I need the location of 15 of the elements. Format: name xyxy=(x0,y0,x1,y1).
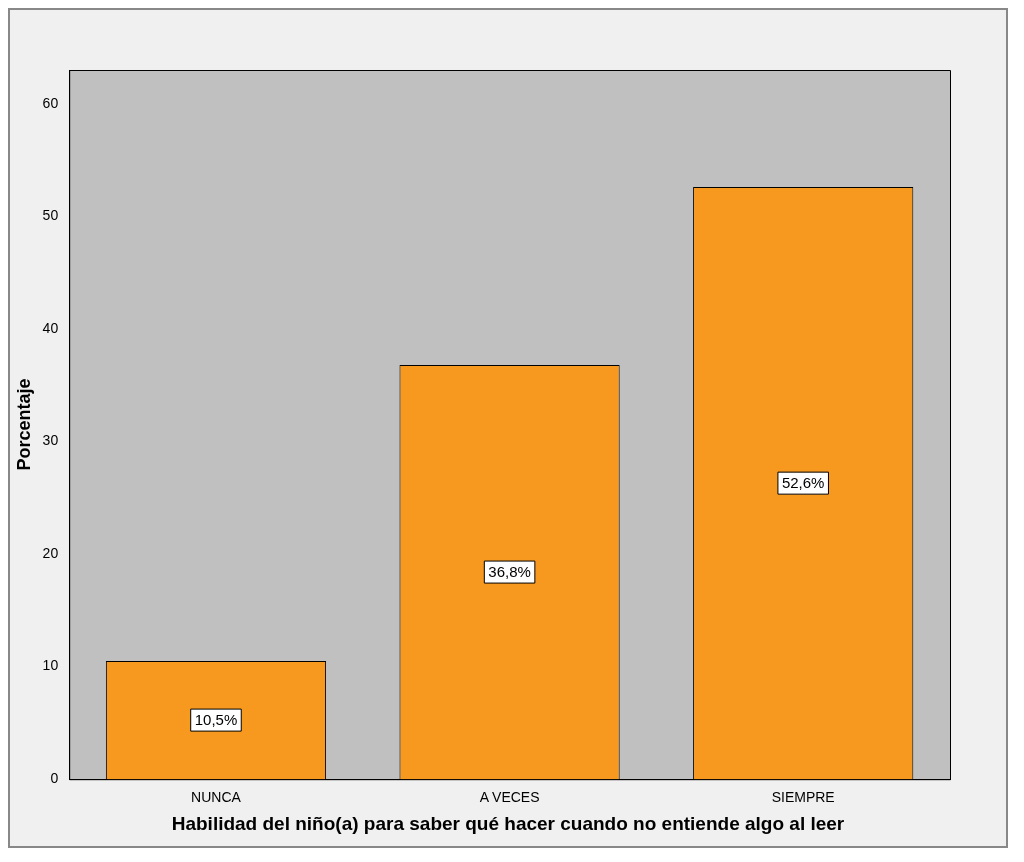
y-tick-label: 60 xyxy=(42,94,59,111)
x-axis-title: Habilidad del niño(a) para saber qué hacer cuando no entiende algo al leer xyxy=(170,813,846,834)
y-tick-label: 0 xyxy=(50,770,59,787)
data-label: 52,6% xyxy=(781,474,825,492)
y-tick-label: 10 xyxy=(42,657,59,674)
y-tick-label: 40 xyxy=(42,319,59,336)
y-tick-label: 20 xyxy=(42,544,59,561)
x-tick-label: NUNCA xyxy=(191,789,242,806)
x-tick-label: A VECES xyxy=(479,789,540,806)
y-tick-label: 50 xyxy=(42,207,59,224)
x-tick-label: SIEMPRE xyxy=(771,789,835,806)
y-axis-title: Porcentaje xyxy=(13,378,34,471)
y-tick-label: 30 xyxy=(42,432,59,449)
data-label: 10,5% xyxy=(194,711,238,729)
data-label: 36,8% xyxy=(488,563,531,581)
